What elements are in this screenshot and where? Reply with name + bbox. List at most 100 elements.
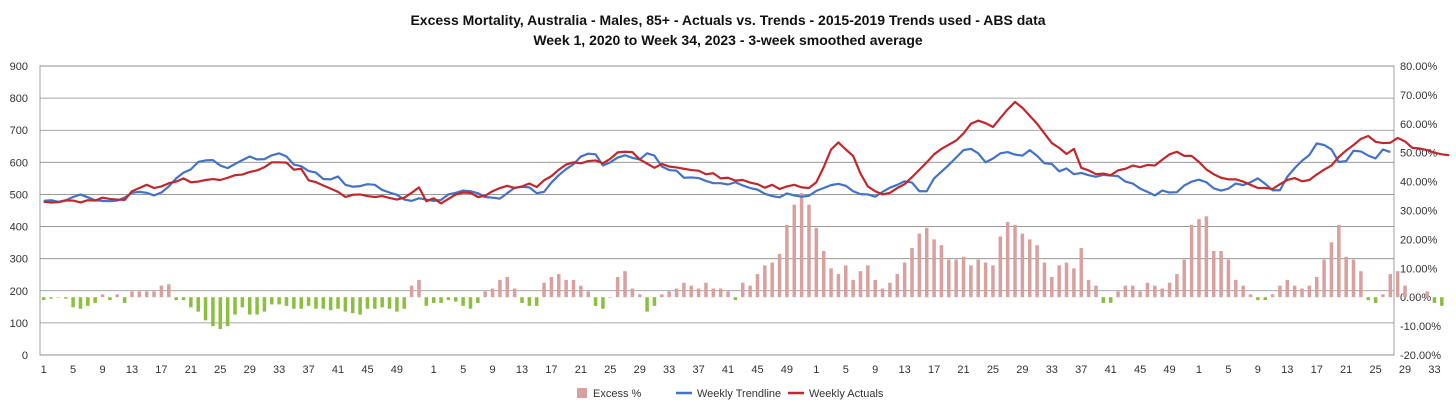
excess-bar	[939, 245, 944, 298]
excess-bar	[218, 297, 223, 329]
excess-bar	[586, 291, 590, 298]
excess-bar	[932, 239, 936, 298]
excess-bar	[284, 297, 289, 306]
excess-bar	[387, 297, 392, 309]
excess-bar	[534, 297, 539, 306]
x-tick-label: 33	[663, 364, 675, 376]
y-tick-label-left: 700	[10, 125, 28, 137]
y-tick-label-left: 800	[10, 93, 28, 105]
x-tick-label: 21	[575, 364, 587, 376]
excess-bar	[314, 297, 318, 309]
excess-bar	[866, 265, 870, 298]
excess-bar	[1307, 285, 1312, 298]
excess-bar	[961, 256, 966, 298]
y-tick-label-right: 70.00%	[1400, 90, 1438, 102]
excess-bar	[476, 297, 480, 303]
excess-bar	[1263, 297, 1267, 301]
excess-bar	[542, 282, 546, 298]
excess-bar	[240, 297, 245, 308]
excess-bar	[895, 274, 900, 298]
excess-bar	[409, 285, 414, 298]
excess-bar	[41, 297, 46, 301]
excess-bar	[674, 288, 679, 298]
excess-bar	[571, 279, 576, 298]
excess-bar	[1005, 222, 1010, 298]
legend-swatch-excess	[577, 388, 587, 398]
excess-bar	[1248, 294, 1253, 298]
x-tick-label: 29	[244, 364, 256, 376]
excess-bar	[1101, 297, 1106, 303]
y-axis-left: 0 100 200 300 400 500 600 700 800 900	[10, 61, 28, 362]
excess-bar	[1153, 285, 1157, 298]
excess-bar	[63, 297, 68, 299]
excess-bar	[181, 297, 186, 301]
excess-bar	[844, 265, 848, 298]
x-tick-label: 33	[273, 364, 285, 376]
y-tick-label-right: -20.00%	[1400, 350, 1441, 362]
y-tick-label-right: 60.00%	[1400, 119, 1438, 131]
x-tick-label: 9	[1255, 364, 1261, 376]
excess-bar	[1226, 259, 1231, 298]
excess-bar	[601, 297, 605, 309]
excess-bar	[873, 279, 877, 298]
excess-bar	[615, 276, 620, 298]
excess-bar	[902, 262, 907, 298]
excess-bar	[520, 297, 524, 303]
chart-subtitle: Week 1, 2020 to Week 34, 2023 - 3-week s…	[533, 32, 923, 48]
x-tick-label: 45	[361, 364, 373, 376]
x-tick-label: 45	[751, 364, 763, 376]
excess-bar	[1395, 271, 1400, 298]
y-tick-label-left: 200	[10, 286, 28, 298]
excess-bar	[1197, 219, 1201, 298]
excess-bar	[785, 224, 789, 298]
excess-bar	[380, 297, 384, 308]
excess-bar	[858, 271, 863, 298]
excess-bar	[593, 297, 598, 306]
y-tick-label-left: 300	[10, 254, 28, 266]
plot-area-border	[39, 65, 1395, 356]
legend-label-excess: Excess %	[593, 388, 642, 400]
excess-bar	[1351, 259, 1356, 298]
excess-bar	[777, 253, 782, 298]
x-tick-label: 37	[1075, 364, 1087, 376]
excess-bar	[623, 271, 627, 298]
x-tick-label: 21	[1340, 364, 1352, 376]
excess-bar	[365, 297, 370, 309]
excess-bar	[446, 297, 451, 301]
excess-bar	[78, 297, 83, 309]
excess-bar	[1388, 274, 1393, 298]
x-tick-label: 29	[1016, 364, 1028, 376]
excess-bar	[417, 279, 421, 298]
excess-bar	[306, 297, 311, 306]
excess-bar	[527, 297, 532, 306]
excess-bar	[1425, 291, 1429, 298]
x-tick-label: 1	[813, 364, 819, 376]
x-tick-label: 37	[692, 364, 704, 376]
excess-bar	[328, 297, 333, 311]
legend: Excess % Weekly Trendline Weekly Actuals	[577, 388, 884, 400]
excess-bar	[1241, 285, 1245, 298]
excess-bar	[549, 276, 554, 298]
excess-bar	[711, 288, 716, 298]
x-tick-label: 49	[1163, 364, 1175, 376]
excess-bar	[431, 297, 436, 303]
x-tick-label: 17	[155, 364, 167, 376]
excess-bar	[667, 291, 671, 298]
excess-bar	[1219, 250, 1223, 298]
excess-bar	[733, 297, 738, 301]
excess-bar	[292, 297, 296, 309]
series-weekly-trendline	[43, 142, 1391, 203]
excess-bar	[976, 259, 980, 298]
x-tick-label: 37	[302, 364, 314, 376]
x-tick-label: 41	[1105, 364, 1117, 376]
y-tick-label-left: 900	[10, 61, 28, 73]
x-tick-label: 5	[843, 364, 849, 376]
excess-bar	[152, 291, 156, 298]
excess-bar	[792, 204, 797, 298]
excess-bar	[718, 288, 723, 298]
excess-bar	[991, 265, 995, 298]
y-tick-label-right: 30.00%	[1400, 206, 1438, 218]
excess-bar	[86, 297, 90, 306]
excess-bar	[1322, 259, 1326, 298]
